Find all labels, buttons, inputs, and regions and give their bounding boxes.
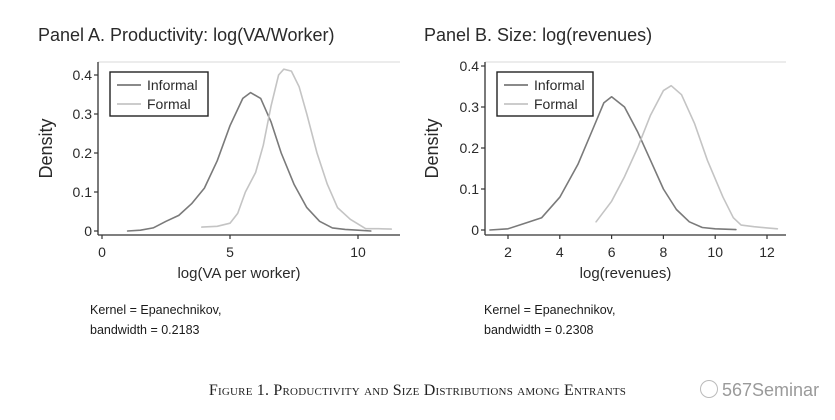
series-line-formal: [201, 68, 393, 230]
panel-a-kernel-note: Kernel = Epanechnikov, bandwidth = 0.218…: [90, 300, 221, 340]
watermark: 567Seminar: [700, 380, 819, 401]
panel-b-kernel-note: Kernel = Epanechnikov, bandwidth = 0.230…: [484, 300, 615, 340]
y-tick-label: 0.4: [460, 58, 480, 74]
y-tick-label: 0: [471, 222, 479, 238]
series-line-informal: [126, 91, 372, 232]
y-tick-label: 0: [84, 223, 92, 239]
y-tick-label: 0.3: [73, 106, 93, 122]
legend-box: [109, 71, 209, 117]
x-tick-label: 8: [660, 244, 668, 260]
legend-label-formal: Formal: [147, 96, 191, 112]
x-tick-label: 10: [707, 244, 723, 260]
figure-caption: Figure 1. Productivity and Size Distribu…: [208, 382, 627, 399]
y-axis-label: Density: [422, 118, 442, 178]
panel-a-kernel-line: Kernel = Epanechnikov,: [90, 303, 222, 317]
legend-label-informal: Informal: [534, 77, 585, 93]
y-tick-label: 0.2: [460, 140, 480, 156]
panel-a-bandwidth-line: bandwidth = 0.2183: [90, 323, 200, 337]
legend-label-formal: Formal: [534, 96, 578, 112]
y-tick-label: 0.3: [460, 99, 480, 115]
legend: Informal Formal: [496, 71, 594, 117]
y-tick-label: 0.4: [73, 67, 93, 83]
y-tick-label: 0.1: [460, 181, 480, 197]
panel-b-kernel-line: Kernel = Epanechnikov,: [484, 303, 616, 317]
x-tick-label: 4: [556, 244, 564, 260]
watermark-text: 567Seminar: [722, 380, 820, 400]
y-tick-label: 0.2: [73, 145, 93, 161]
panel-b-bandwidth-line: bandwidth = 0.2308: [484, 323, 594, 337]
series-line-formal: [595, 84, 779, 230]
x-tick-label: 0: [98, 244, 106, 260]
y-axis-label: Density: [36, 118, 56, 178]
legend-label-informal: Informal: [147, 77, 198, 93]
x-tick-label: 10: [350, 244, 366, 260]
legend: Informal Formal: [109, 71, 209, 117]
x-axis-label: log(VA per worker): [177, 265, 300, 282]
panel-b-title: Panel B. Size: log(revenues): [424, 25, 653, 45]
x-tick-label: 2: [504, 244, 512, 260]
panel-b-chart: 0 0.1 0.2 0.3 0.4 2 4 6 8 10 12 log(revenues) Densit…: [422, 58, 786, 282]
y-tick-label: 0.1: [73, 184, 93, 200]
panel-a-chart: 0 0.1 0.2 0.3 0.4 0 5 10 log(VA per worker) Densi…: [36, 61, 400, 282]
x-tick-label: 6: [608, 244, 616, 260]
panel-a-title: Panel A. Productivity: log(VA/Worker): [38, 25, 335, 45]
x-tick-label: 12: [759, 244, 775, 260]
wechat-icon: [700, 380, 718, 398]
figure-plots: 0 0.1 0.2 0.3 0.4 0 5 10 log(VA per worker) Densi…: [36, 58, 786, 282]
legend-box: [496, 71, 594, 117]
x-axis-label: log(revenues): [580, 265, 672, 282]
x-tick-label: 5: [226, 244, 234, 260]
series-line-informal: [489, 96, 737, 231]
